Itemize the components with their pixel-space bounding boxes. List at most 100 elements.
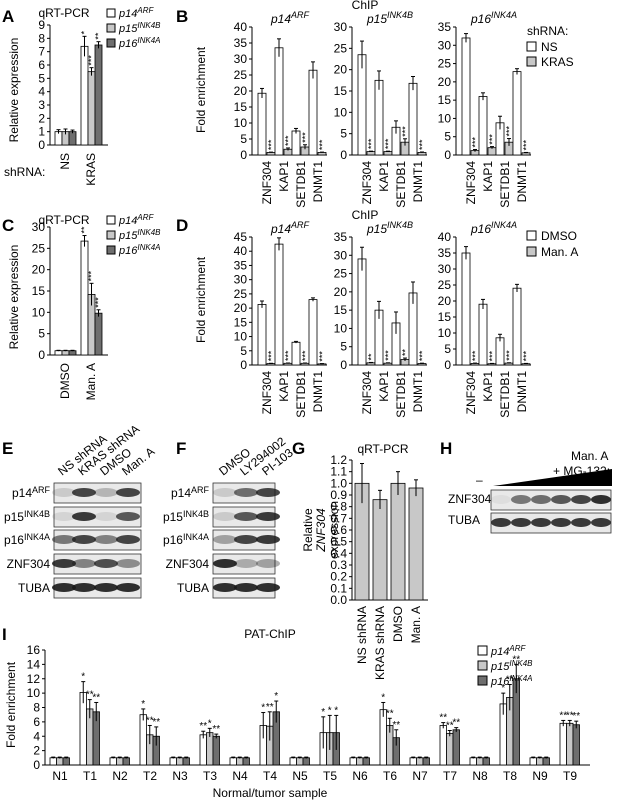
panel-a-y-tick-label: 7 bbox=[38, 45, 45, 59]
legend-label-p16: p16INK4A bbox=[490, 674, 532, 688]
legend-swatch-p14 bbox=[477, 645, 488, 656]
legend-swatch-p14 bbox=[106, 215, 116, 225]
panel-g-y-tick-label: 0.4 bbox=[330, 546, 347, 560]
subplot-y-tick-label: 5 bbox=[340, 340, 347, 354]
blot-label-p16: p16INK4A bbox=[163, 532, 209, 547]
significance-star: * bbox=[81, 672, 85, 683]
bar-n4-0 bbox=[229, 757, 237, 766]
significance-star: ** bbox=[439, 713, 447, 724]
significance-star: ** bbox=[266, 702, 274, 713]
x-tick-label: N1 bbox=[52, 769, 68, 783]
blot-label-tuba: TUBA bbox=[177, 581, 209, 595]
subplot-y-tick-label: 5 bbox=[444, 342, 451, 356]
legend-swatch-kras bbox=[526, 56, 537, 67]
panel-b-subplot-p15: 0 5 10 15 20 25 30 p15INK4B *** ZNF304 *** KAP1 *** S… bbox=[334, 10, 428, 208]
significance-star: *** bbox=[367, 138, 377, 149]
subplot-y-tick-label: 25 bbox=[234, 68, 248, 82]
blot-band bbox=[234, 559, 258, 568]
x-tick-label: SETDB1 bbox=[498, 161, 512, 208]
subplot-gene-title: p14ARF bbox=[270, 220, 310, 236]
panel-h-minus: – bbox=[476, 473, 483, 487]
significance-star: *** bbox=[384, 138, 394, 149]
panel-g-y-tick-label: 0.6 bbox=[330, 523, 347, 537]
panel-g-ylabel-3: expression bbox=[327, 501, 341, 559]
panel-i-title: PAT-ChIP bbox=[244, 627, 296, 641]
x-tick-label: SETDB1 bbox=[394, 371, 408, 418]
panel-a-y-tick-label: 1 bbox=[38, 125, 45, 139]
x-tick-label: N7 bbox=[412, 769, 428, 783]
bar-n2-0 bbox=[109, 757, 117, 766]
bar-0-1 bbox=[61, 350, 70, 356]
significance-star: *** bbox=[318, 139, 328, 150]
panel-i-y-tick-label: 12 bbox=[27, 672, 41, 686]
blot-band bbox=[94, 512, 118, 521]
blot-label-p16: p16INK4A bbox=[4, 532, 50, 547]
x-tick-label: T9 bbox=[563, 769, 577, 783]
subplot-y-tick-label: 0 bbox=[340, 148, 347, 162]
bar-n5-0 bbox=[289, 757, 297, 766]
panel-h-treatment-1: Man. A bbox=[571, 449, 608, 463]
blot-band bbox=[94, 488, 118, 497]
panel-c-y-tick-label: 25 bbox=[32, 241, 46, 255]
bar-n9-2 bbox=[542, 757, 550, 766]
panel-letter-i: I bbox=[2, 625, 7, 644]
subplot-y-tick-label: 20 bbox=[334, 285, 348, 299]
panel-h: H Man. A + MG-132: – ZNF304 TUBA bbox=[440, 439, 612, 534]
legend-label-man-a: Man. A bbox=[541, 245, 578, 259]
legend-label-p15: p15INK4B bbox=[118, 21, 161, 35]
subplot-y-tick-label: 35 bbox=[334, 230, 348, 244]
blot-label-tuba: TUBA bbox=[18, 581, 50, 595]
panel-a-ylabel: Relative expression bbox=[7, 38, 21, 143]
blot-band bbox=[571, 495, 591, 504]
blot-band bbox=[234, 512, 258, 521]
significance-star: *** bbox=[87, 55, 97, 66]
subplot-y-tick-label: 5 bbox=[240, 344, 247, 358]
blot-label-znf304: ZNF304 bbox=[448, 492, 492, 506]
bar-kap1-0 bbox=[478, 96, 488, 156]
bar-znf304-1 bbox=[366, 151, 376, 156]
significance-star: ** bbox=[512, 654, 520, 665]
bar-n3-2 bbox=[182, 757, 190, 766]
significance-star: * bbox=[261, 703, 265, 714]
significance-star: *** bbox=[301, 132, 311, 143]
panel-d-subplot-p14: 051015202530354045p14ARF***ZNF304***KAP1… bbox=[234, 220, 328, 418]
bar-n7-0 bbox=[409, 757, 417, 766]
blot-label-znf304: ZNF304 bbox=[166, 557, 210, 571]
panel-g-y-tick-label: 1.0 bbox=[330, 476, 347, 490]
x-tick-label: ZNF304 bbox=[260, 371, 274, 415]
panel-c-title: qRT-PCR bbox=[38, 213, 89, 227]
significance-star: *** bbox=[301, 350, 311, 361]
panel-a-title: qRT-PCR bbox=[38, 6, 89, 20]
panel-d-title: ChIP bbox=[352, 208, 379, 222]
panel-d-subplot-p16: 0510152025303540p16INK4A***ZNF304***KAP1… bbox=[438, 220, 532, 418]
panel-b-ylabel: Fold enrichment bbox=[194, 46, 208, 133]
blot-band bbox=[213, 512, 237, 521]
bar-n4-2 bbox=[242, 757, 250, 766]
panel-g-y-tick-label: 0.5 bbox=[330, 535, 347, 549]
x-tick-label: NS bbox=[58, 153, 72, 170]
panel-i-y-tick-label: 10 bbox=[27, 686, 41, 700]
blot-band bbox=[213, 535, 237, 544]
blot-band bbox=[52, 512, 76, 521]
bar-kap1-0 bbox=[478, 303, 488, 366]
panel-letter-e: E bbox=[2, 439, 13, 458]
panel-i-y-tick-label: 4 bbox=[33, 729, 40, 743]
bar-n5-1 bbox=[296, 757, 304, 766]
subplot-gene-title: p16INK4A bbox=[470, 220, 517, 236]
blot-band bbox=[213, 488, 237, 497]
subplot-y-tick-label: 30 bbox=[234, 52, 248, 66]
panel-i-y-tick-label: 6 bbox=[33, 715, 40, 729]
panel-a: A qRT-PCR Relative expression 0123456789… bbox=[2, 6, 161, 186]
blot-band bbox=[511, 518, 531, 527]
bar-t3-2 bbox=[212, 735, 220, 766]
bar-t9-0 bbox=[559, 722, 567, 766]
subplot-y-tick-label: 15 bbox=[234, 315, 248, 329]
bar-3 bbox=[408, 487, 424, 601]
significance-star: ** bbox=[386, 708, 394, 719]
panel-g-y-tick-label: 1.1 bbox=[330, 465, 347, 479]
panel-c: C qRT-PCR Relative expression 0 5 10 15 20 25… bbox=[2, 213, 161, 400]
bar-kap1-0 bbox=[274, 243, 284, 366]
subplot-y-tick-label: 5 bbox=[240, 132, 247, 146]
subplot-y-tick-label: 45 bbox=[234, 230, 248, 244]
